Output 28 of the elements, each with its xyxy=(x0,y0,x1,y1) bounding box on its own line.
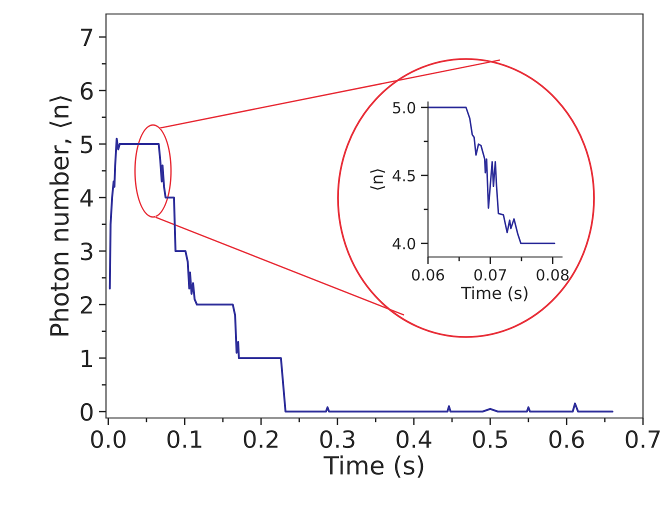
y-tick-label: 6 xyxy=(80,82,93,100)
x-axis-title: Time (s) xyxy=(324,455,424,478)
x-tick-label: 0.08 xyxy=(536,269,569,281)
y-tick-label: 7 xyxy=(81,28,92,46)
x-tick-label: 0.3 xyxy=(320,430,354,448)
y-tick-label: 0 xyxy=(80,403,93,421)
x-tick-label: 0.1 xyxy=(167,430,202,448)
y-axis-title: Photon number, ⟨n⟩ xyxy=(49,96,72,336)
x-tick-label: 0.0 xyxy=(91,430,126,448)
y-tick-label: 3 xyxy=(80,242,92,260)
x-tick-label: 0.6 xyxy=(549,430,584,448)
y-tick-label: 4.0 xyxy=(392,238,416,250)
y-tick-label: 1 xyxy=(82,350,92,368)
x-tick-label: 0.4 xyxy=(396,430,432,448)
y-axis-title: ⟨n⟩ xyxy=(370,169,386,190)
x-tick-label: 0.7 xyxy=(626,430,660,448)
x-tick-label: 0.07 xyxy=(474,269,506,281)
y-tick-label: 4.5 xyxy=(392,170,415,182)
y-tick-label: 2 xyxy=(80,296,92,314)
x-tick-label: 0.2 xyxy=(244,430,278,448)
line-series xyxy=(108,138,614,413)
x-axis-title: Time (s) xyxy=(461,286,528,302)
y-tick-label: 5 xyxy=(80,136,92,154)
line-series xyxy=(428,106,556,244)
x-tick-label: 0.06 xyxy=(412,269,444,281)
y-tick-label: 5.0 xyxy=(393,102,416,114)
x-tick-label: 0.5 xyxy=(473,430,507,448)
y-tick-label: 4 xyxy=(80,189,93,207)
